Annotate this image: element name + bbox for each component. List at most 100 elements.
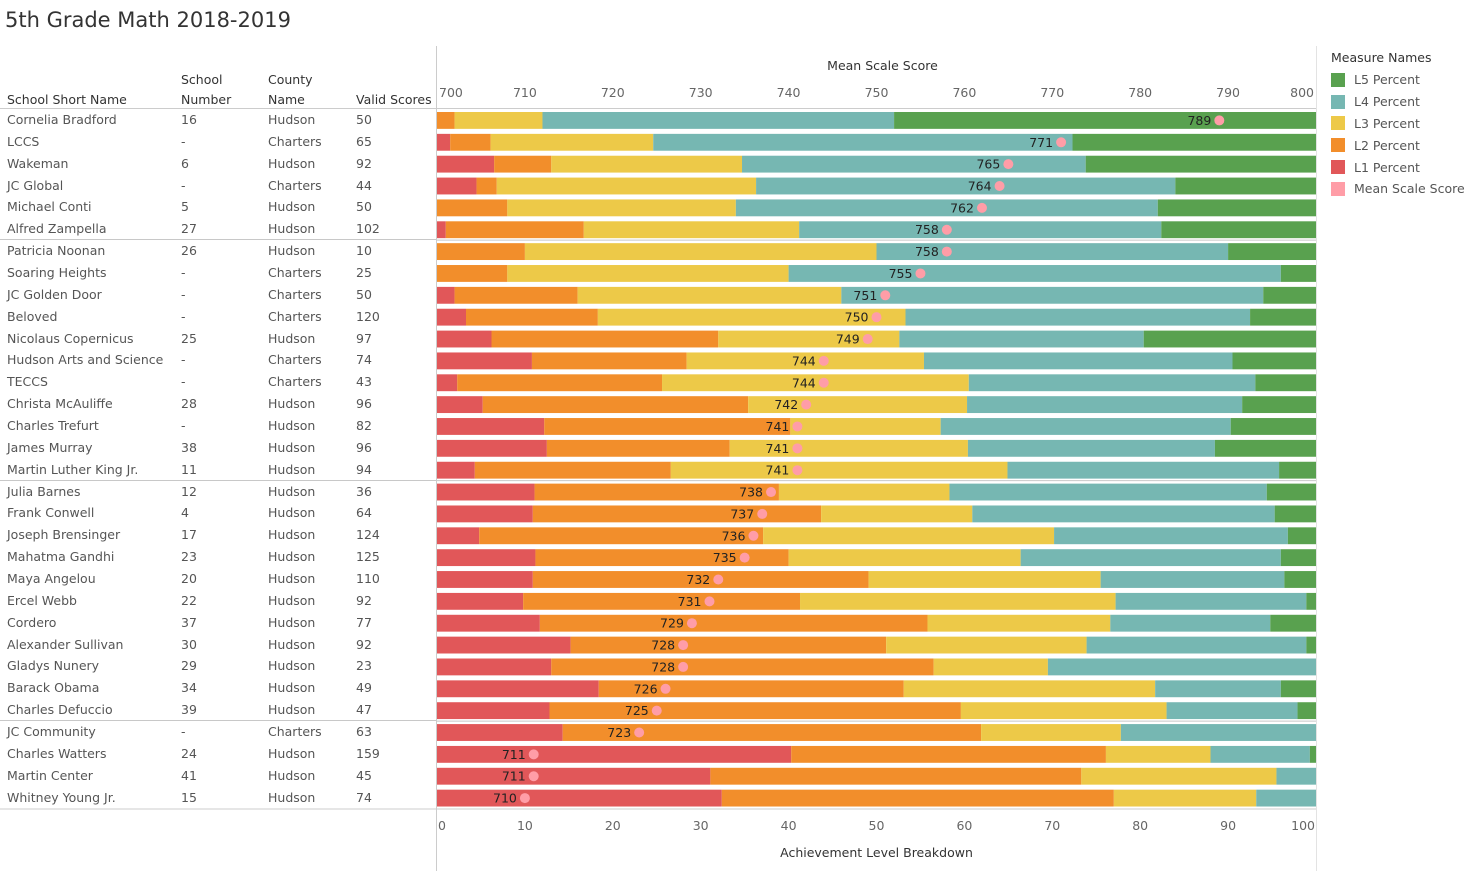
l4-bar (1210, 745, 1310, 763)
school-name-cell: Mahatma Gandhi (7, 549, 115, 565)
top-axis-tick: 720 (601, 85, 625, 100)
school-name-cell: Joseph Brensinger (7, 527, 121, 543)
school-name-cell: Cornelia Bradford (7, 112, 117, 127)
table-row[interactable]: Gladys Nunery 29 Hudson 23 (0, 655, 436, 677)
school-name-cell: Ercel Webb (7, 592, 77, 608)
table-row[interactable]: JC Global - Charters 44 (0, 175, 436, 197)
table-row[interactable]: Martin Center 41 Hudson 45 (0, 765, 436, 787)
column-header-school-name[interactable]: School Short Name (7, 92, 127, 107)
top-axis-tick: 730 (689, 85, 713, 100)
column-header-valid-scores[interactable]: Valid Scores (356, 92, 432, 107)
table-row[interactable]: JC Community - Charters 63 (0, 721, 436, 743)
table-row[interactable]: JC Golden Door - Charters 50 (0, 284, 436, 306)
table-row[interactable]: Nicolaus Copernicus 25 Hudson 97 (0, 328, 436, 350)
l1-bar (437, 374, 458, 392)
column-header-school-number[interactable]: School Number (181, 70, 231, 110)
table-row[interactable]: Wakeman 6 Hudson 92 (0, 153, 436, 175)
legend-item[interactable]: Mean Scale Score (1331, 178, 1465, 200)
school-name-cell: Barack Obama (7, 680, 100, 696)
legend-item[interactable]: L1 Percent (1331, 156, 1465, 178)
legend-label: L3 Percent (1354, 115, 1420, 131)
top-axis-tick: 800 (1290, 85, 1314, 100)
valid-scores-cell: 36 (356, 483, 372, 499)
legend-item[interactable]: L2 Percent (1331, 134, 1465, 156)
l1-bar (437, 483, 535, 501)
l1-bar (437, 505, 533, 523)
county-name-cell: Hudson (268, 418, 316, 434)
mean-score-dot (528, 749, 539, 760)
column-header-county-name[interactable]: County Name (268, 70, 313, 110)
county-name-cell: Hudson (268, 155, 316, 171)
l3-bar (454, 112, 543, 129)
table-row[interactable]: TECCS - Charters 43 (0, 371, 436, 393)
table-row[interactable]: Maya Angelou 20 Hudson 110 (0, 568, 436, 590)
school-number-cell: 39 (181, 702, 197, 718)
l4-bar (1256, 789, 1316, 807)
table-row[interactable]: Alexander Sullivan 30 Hudson 92 (0, 634, 436, 656)
table-row[interactable]: Julia Barnes 12 Hudson 36 (0, 481, 436, 503)
table-row[interactable]: Barack Obama 34 Hudson 49 (0, 677, 436, 699)
school-name-cell: Alfred Zampella (7, 221, 107, 237)
county-name-cell: Charters (268, 724, 322, 740)
school-number-cell: 34 (181, 680, 197, 696)
table-row[interactable]: Hudson Arts and Science - Charters 74 (0, 349, 436, 371)
table-row[interactable]: Charles Defuccio 39 Hudson 47 (0, 699, 436, 722)
table-row[interactable]: Alfred Zampella 27 Hudson 102 (0, 218, 436, 241)
county-name-cell: Hudson (268, 614, 316, 630)
l4-bar (899, 330, 1144, 348)
mean-score-dot (1003, 159, 1014, 170)
mean-score-label: 765 (976, 157, 1000, 172)
valid-scores-cell: 49 (356, 680, 372, 696)
mean-score-label: 764 (968, 179, 992, 194)
table-row[interactable]: Mahatma Gandhi 23 Hudson 125 (0, 546, 436, 568)
legend-item[interactable]: L3 Percent (1331, 113, 1465, 135)
l5-bar (1232, 352, 1316, 370)
table-row[interactable]: Cordero 37 Hudson 77 (0, 612, 436, 634)
bottom-axis-tick: 40 (781, 818, 797, 833)
table-row[interactable]: Ercel Webb 22 Hudson 92 (0, 590, 436, 612)
county-name-cell: Charters (268, 265, 322, 281)
legend-item[interactable]: L4 Percent (1331, 91, 1465, 113)
table-row[interactable]: Christa McAuliffe 28 Hudson 96 (0, 393, 436, 415)
mean-score-label: 738 (739, 485, 763, 500)
l4-bar (1120, 724, 1316, 741)
table-row[interactable]: Patricia Noonan 26 Hudson 10 (0, 240, 436, 262)
l3-bar (1081, 767, 1277, 785)
l4-bar (1115, 592, 1307, 610)
table-row[interactable]: James Murray 38 Hudson 96 (0, 437, 436, 459)
bottom-axis-tick: 100 (1291, 818, 1315, 833)
table-row[interactable]: Beloved - Charters 120 (0, 306, 436, 328)
l5-bar (1309, 745, 1316, 763)
table-row[interactable]: Soaring Heights - Charters 25 (0, 262, 436, 284)
l1-bar (437, 636, 571, 654)
table-row[interactable]: Charles Watters 24 Hudson 159 (0, 743, 436, 765)
school-number-cell: - (181, 133, 186, 149)
l3-bar (800, 592, 1116, 610)
bottom-axis-tick: 60 (956, 818, 972, 833)
school-number-cell: 28 (181, 396, 197, 412)
l1-bar (437, 724, 563, 741)
table-row[interactable]: Cornelia Bradford 16 Hudson 50 (0, 109, 436, 131)
table-row[interactable]: Charles Trefurt - Hudson 82 (0, 415, 436, 437)
l3-bar (670, 461, 1008, 479)
county-name-cell: Hudson (268, 680, 316, 696)
table-row[interactable]: Martin Luther King Jr. 11 Hudson 94 (0, 459, 436, 481)
table-row[interactable]: Joseph Brensinger 17 Hudson 124 (0, 524, 436, 546)
column-header-county-name-line2: Name (268, 92, 305, 107)
l5-bar (1263, 286, 1316, 304)
table-row[interactable]: LCCS - Charters 65 (0, 131, 436, 153)
l2-bar (523, 592, 801, 610)
mean-score-dot (818, 355, 829, 366)
l2-bar (474, 461, 671, 479)
mean-score-label: 711 (502, 747, 526, 762)
l5-bar (894, 112, 1316, 129)
county-name-cell: Hudson (268, 636, 316, 652)
l3-bar (583, 221, 800, 239)
legend-item[interactable]: L5 Percent (1331, 69, 1465, 91)
legend-swatch (1331, 94, 1345, 109)
table-row[interactable]: Whitney Young Jr. 15 Hudson 74 (0, 787, 436, 809)
bottom-axis-tick: 90 (1220, 818, 1236, 833)
table-row[interactable]: Frank Conwell 4 Hudson 64 (0, 502, 436, 524)
table-row[interactable]: Michael Conti 5 Hudson 50 (0, 196, 436, 218)
l3-bar (868, 571, 1101, 588)
